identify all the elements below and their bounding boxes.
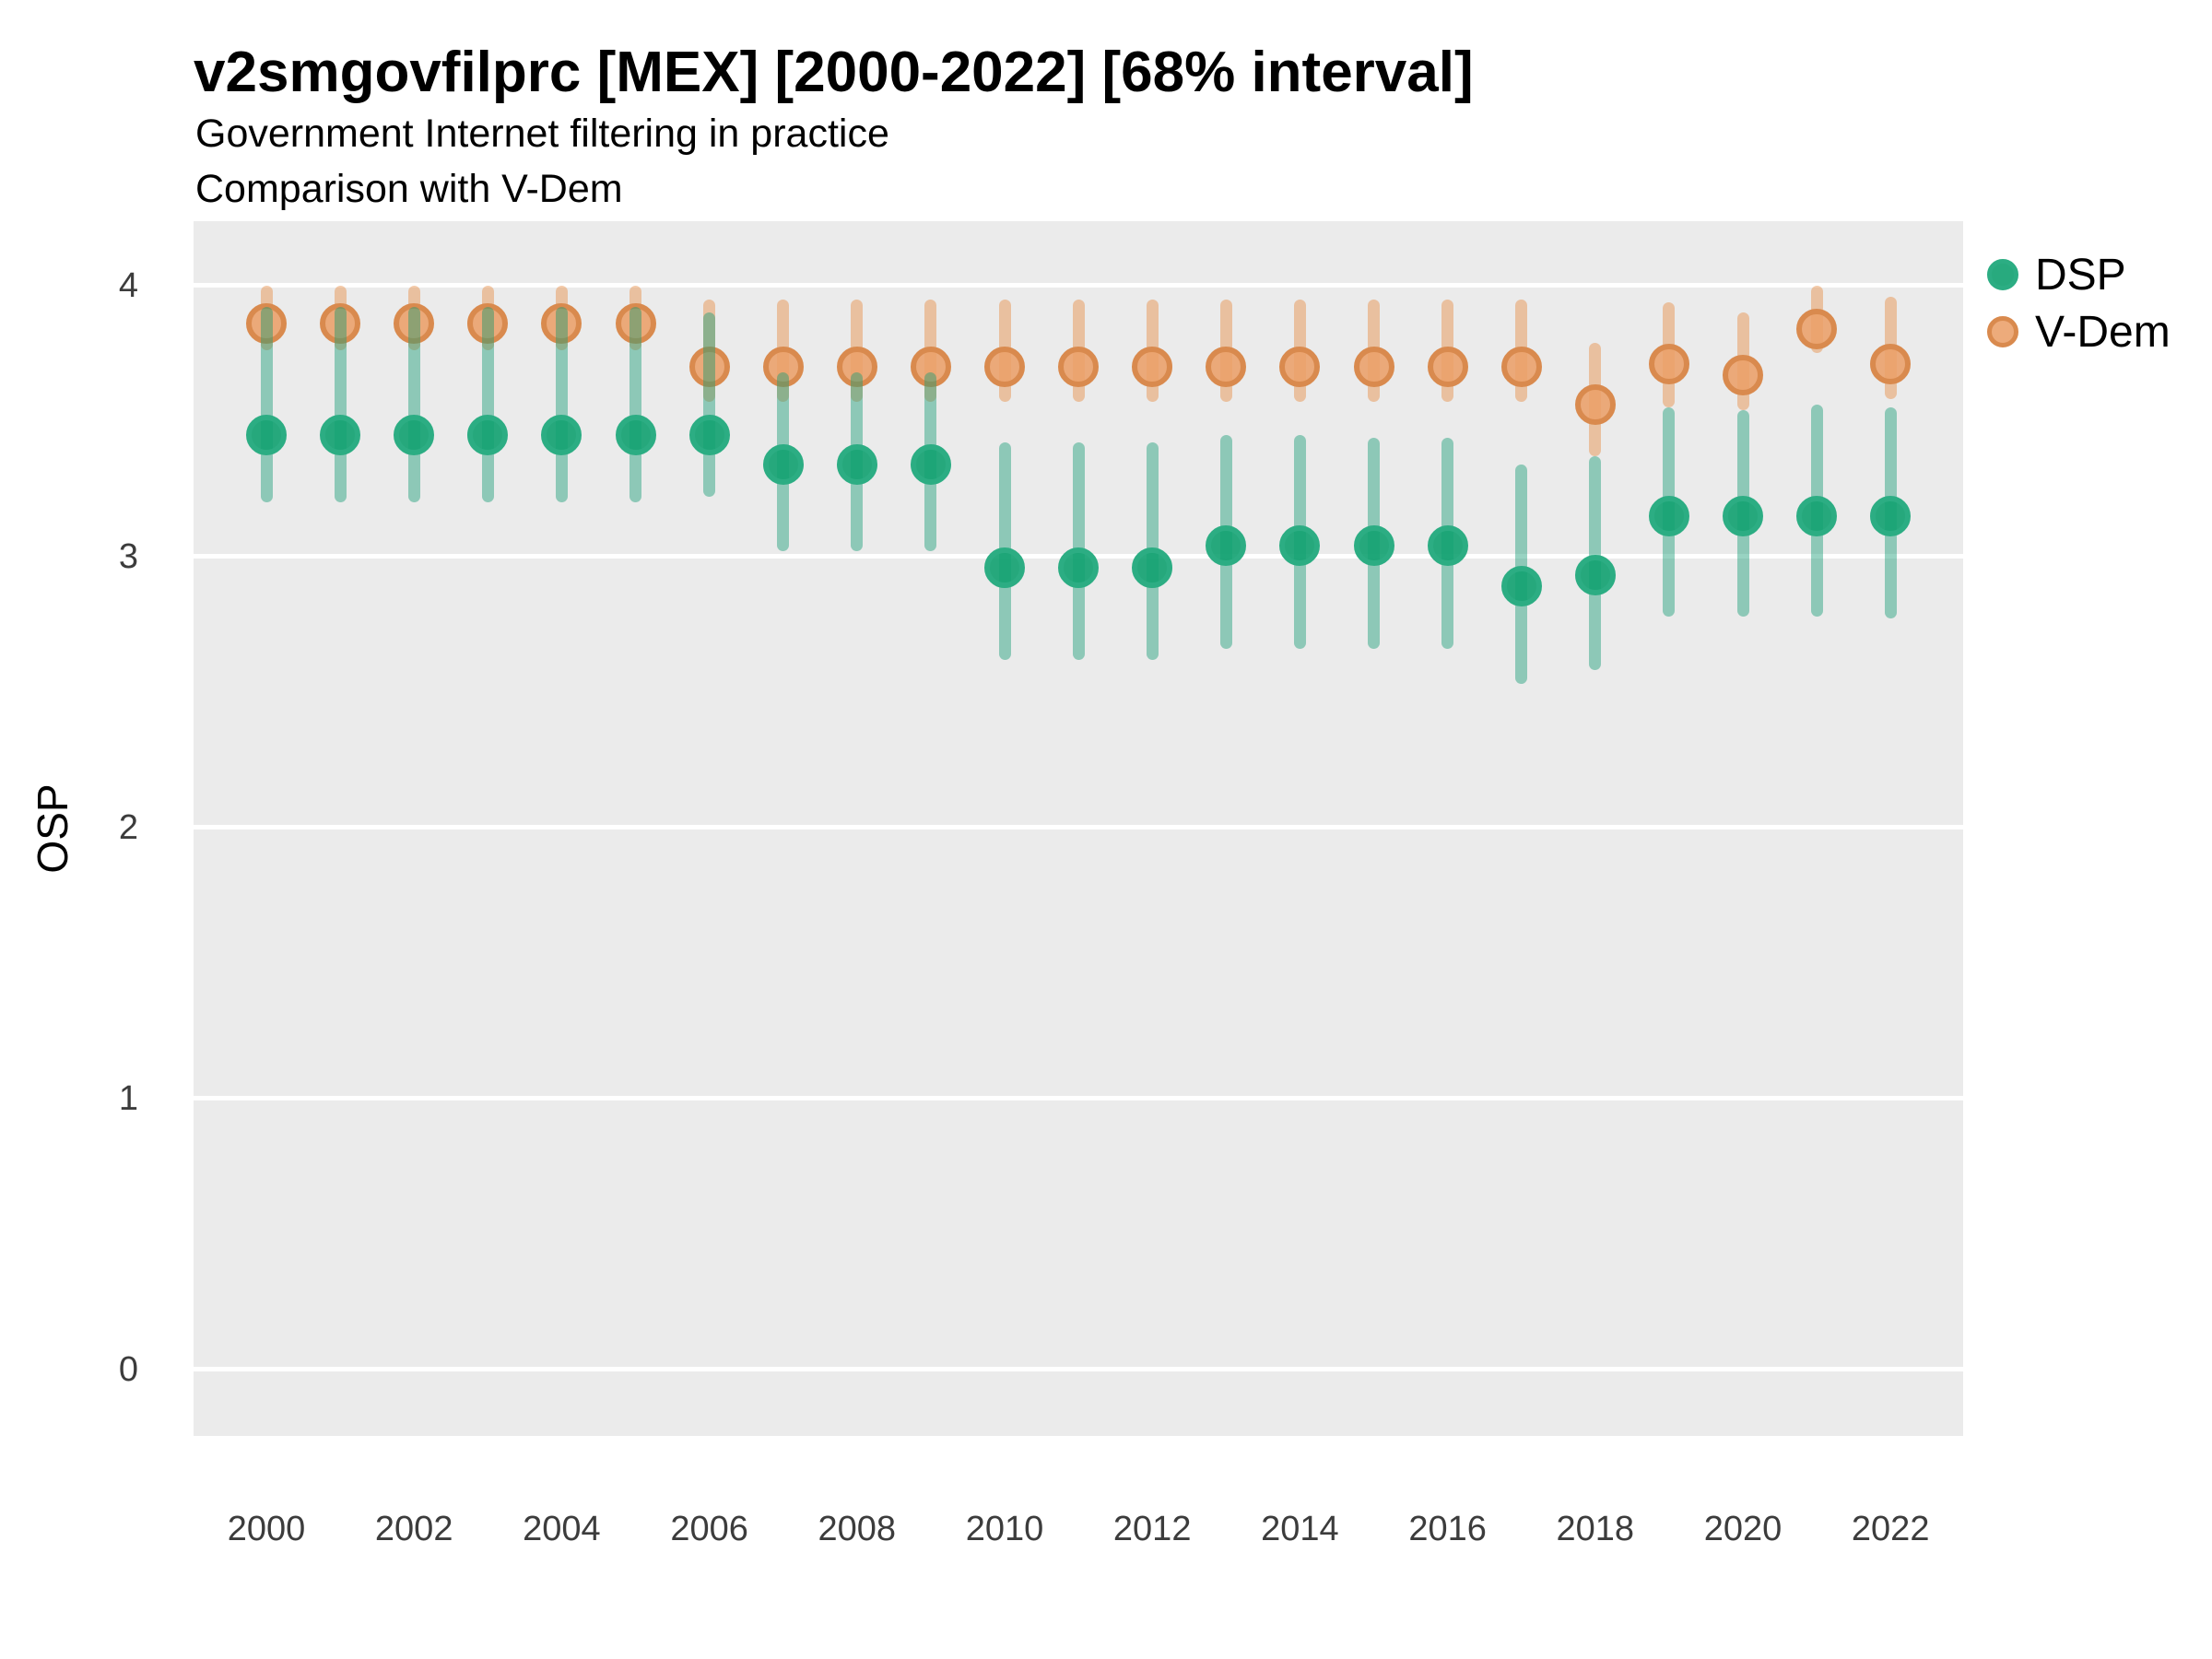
chart-subtitle-line1: Government Internet filtering in practic…	[195, 112, 889, 156]
x-tick-label: 2006	[670, 1510, 748, 1548]
x-tick-label: 2008	[818, 1510, 897, 1548]
vdem-point	[762, 347, 804, 388]
y-tick-label: 3	[118, 536, 138, 576]
vdem-point	[688, 347, 730, 388]
vdem-point	[394, 303, 435, 345]
vdem-point	[1574, 384, 1616, 426]
vdem-point	[1058, 347, 1100, 388]
dsp-point	[541, 414, 582, 455]
dsp-point	[1574, 555, 1616, 596]
vdem-point	[836, 347, 877, 388]
dsp-interval-bar	[481, 307, 494, 503]
x-tick-label: 2016	[1408, 1510, 1487, 1548]
dsp-point	[1500, 566, 1542, 607]
dsp-point	[1279, 525, 1321, 567]
dsp-point	[910, 443, 951, 485]
x-tick-label: 2000	[227, 1510, 306, 1548]
y-tick-label: 4	[118, 265, 138, 305]
chart-title: v2smgovfilprc [MEX] [2000-2022] [68% int…	[194, 41, 1474, 104]
dsp-point	[1132, 547, 1173, 588]
vdem-point	[1796, 308, 1838, 349]
vdem-point	[1427, 347, 1468, 388]
legend-label-dsp: DSP	[2035, 250, 2126, 300]
dsp-interval-bar	[407, 307, 420, 503]
x-tick-label: 2004	[523, 1510, 601, 1548]
dsp-point	[1427, 525, 1468, 567]
vdem-point	[984, 347, 1025, 388]
dsp-interval-bar	[334, 307, 347, 503]
dsp-interval-bar	[629, 307, 641, 503]
legend-item-dsp: DSP	[1987, 246, 2171, 303]
x-tick-label: 2012	[1112, 1510, 1192, 1548]
dsp-legend-dot-icon	[1987, 259, 2018, 290]
x-tick-label: 2022	[1851, 1510, 1930, 1548]
x-tick-label: 2002	[374, 1510, 453, 1548]
dsp-point	[246, 414, 287, 455]
vdem-point	[1279, 347, 1321, 388]
dsp-point	[1058, 547, 1100, 588]
vdem-point	[1723, 354, 1763, 395]
dsp-point	[1723, 495, 1763, 536]
vdem-point	[1206, 347, 1247, 388]
dsp-point	[688, 414, 730, 455]
vdem-point	[1870, 344, 1912, 385]
x-tick-label: 2014	[1261, 1510, 1339, 1548]
dsp-interval-bar	[260, 307, 273, 503]
gridline-y-0	[194, 1367, 1963, 1372]
legend-label-vdem: V-Dem	[2035, 307, 2171, 357]
vdem-point	[1353, 347, 1394, 388]
plot-panel	[194, 221, 1963, 1436]
vdem-point	[1500, 347, 1542, 388]
y-tick-label: 2	[118, 807, 138, 847]
vdem-point	[467, 303, 509, 345]
vdem-point	[1648, 344, 1689, 385]
dsp-point	[984, 547, 1025, 588]
vdem-point	[246, 303, 287, 345]
dsp-point	[836, 443, 877, 485]
dsp-point	[1870, 495, 1912, 536]
x-tick-label: 2010	[965, 1510, 1044, 1548]
dsp-point	[615, 414, 656, 455]
dsp-point	[1206, 525, 1247, 567]
dsp-point	[1353, 525, 1394, 567]
vdem-point	[541, 303, 582, 345]
vdem-point	[615, 303, 656, 345]
dsp-point	[1796, 495, 1838, 536]
legend-item-vdem: V-Dem	[1987, 303, 2171, 360]
dsp-point	[762, 443, 804, 485]
gridline-y-1	[194, 1096, 1963, 1101]
chart-subtitle-line2: Comparison with V-Dem	[195, 167, 623, 211]
dsp-point	[394, 414, 435, 455]
vdem-point	[320, 303, 361, 345]
dsp-interval-bar	[703, 312, 716, 498]
vdem-point	[910, 347, 951, 388]
vdem-legend-dot-icon	[1987, 316, 2018, 347]
y-tick-label: 0	[118, 1349, 138, 1389]
vdem-point	[1132, 347, 1173, 388]
y-tick-label: 1	[118, 1078, 138, 1118]
x-tick-label: 2018	[1556, 1510, 1635, 1548]
gridline-y-2	[194, 825, 1963, 830]
dsp-interval-bar	[555, 307, 568, 503]
x-tick-label: 2020	[1703, 1510, 1783, 1548]
dsp-point	[467, 414, 509, 455]
dsp-point	[320, 414, 361, 455]
dsp-point	[1648, 495, 1689, 536]
legend: DSP V-Dem	[1987, 246, 2171, 360]
gridline-y-4	[194, 283, 1963, 288]
